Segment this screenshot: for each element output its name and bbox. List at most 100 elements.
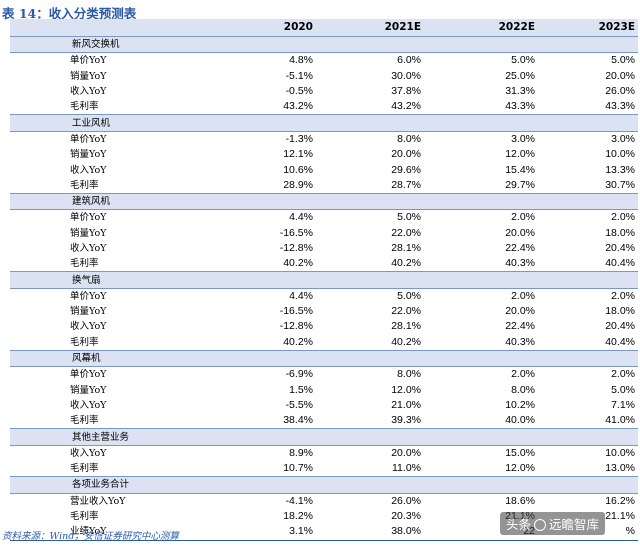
section-blank-cell: [424, 35, 538, 54]
value-cell: 28.1%: [391, 320, 421, 333]
value-cell: 40.3%: [505, 335, 535, 348]
table-row: 收入YoY 10.6% 29.6% 15.4% 13.3%: [10, 162, 638, 177]
value-cell: 4.4%: [289, 289, 313, 302]
value-cell: 20.4%: [605, 320, 635, 333]
row-label: 毛利率: [70, 179, 99, 191]
logo-circle-icon: [534, 519, 547, 531]
section-header-row: 新风交换机: [10, 35, 638, 54]
section-blank-cell: [142, 349, 316, 368]
section-blank-cell: [424, 192, 538, 211]
value-cell: 22.4%: [505, 242, 535, 254]
table-row: 单价YoY 4.8% 6.0% 5.0% 5.0%: [10, 53, 638, 69]
section-blank-cell: [316, 192, 424, 211]
value-cell: 15.4%: [505, 163, 535, 176]
value-cell: 20.0%: [391, 148, 421, 161]
section-header-row: 各项业务合计: [10, 476, 638, 494]
value-cell: 3.0%: [611, 132, 635, 145]
section-blank-cell: [316, 476, 424, 494]
section-blank-cell: [424, 349, 538, 368]
value-cell: -5.5%: [285, 398, 313, 411]
row-label: 单价YoY: [70, 212, 107, 224]
table-row: 销量YoY 12.1% 20.0% 12.0% 10.0%: [10, 147, 638, 162]
row-label: 毛利率: [70, 463, 99, 475]
row-label: 销量YoY: [70, 384, 107, 396]
value-cell: 39.3%: [391, 414, 421, 427]
row-label: 营业收入YoY: [70, 495, 126, 507]
watermark-prefix: 头条: [506, 517, 532, 532]
value-cell: 40.4%: [605, 257, 635, 270]
table-row: 单价YoY -1.3% 8.0% 3.0% 3.0%: [10, 131, 638, 147]
value-cell: 22.4%: [505, 320, 535, 333]
section-name: 各项业务合计: [10, 476, 142, 494]
table-row: 单价YoY 4.4% 5.0% 2.0% 2.0%: [10, 210, 638, 226]
value-cell: 13.3%: [605, 163, 635, 176]
value-cell: 10.6%: [283, 163, 313, 176]
value-cell: 20.0%: [605, 69, 635, 82]
section-blank-cell: [142, 114, 316, 132]
value-cell: 20.0%: [505, 226, 535, 239]
table-row: 毛利率 43.2% 43.2% 43.3% 43.3%: [10, 99, 638, 115]
section-blank-cell: [142, 192, 316, 211]
value-cell: 10.0%: [605, 446, 635, 459]
value-cell: 43.3%: [605, 100, 635, 113]
row-label: 收入YoY: [70, 86, 107, 98]
forecast-table: 2020 2021E 2022E 2023E 新风交换机 单价YoY 4.8% 6.0…: [10, 19, 638, 541]
header-year: 2021E: [316, 19, 424, 37]
section-header-row: 工业风机: [10, 114, 638, 132]
row-label: 收入YoY: [70, 399, 107, 411]
value-cell: 2.0%: [511, 289, 535, 302]
value-cell: -12.8%: [279, 320, 313, 333]
value-cell: 12.0%: [505, 148, 535, 161]
section-blank-cell: [424, 476, 538, 494]
section-blank-cell: [538, 192, 638, 211]
table-title: 表 14：收入分类预测表: [2, 6, 137, 21]
section-blank-cell: [316, 349, 424, 368]
table-row: 单价YoY 4.4% 5.0% 2.0% 2.0%: [10, 288, 638, 304]
header-year: 2022E: [424, 19, 538, 37]
value-cell: 43.2%: [391, 100, 421, 113]
value-cell: 40.2%: [391, 257, 421, 270]
value-cell: 20.3%: [391, 510, 421, 523]
table-row: 收入YoY -12.8% 28.1% 22.4% 20.4%: [10, 241, 638, 256]
value-cell: 7.1%: [611, 398, 635, 411]
section-name: 新风交换机: [10, 35, 142, 54]
section-blank-cell: [316, 428, 424, 446]
value-cell: 10.7%: [283, 462, 313, 475]
value-cell: 12.1%: [283, 148, 313, 161]
value-cell: 28.9%: [283, 178, 313, 191]
row-label: 收入YoY: [70, 447, 107, 459]
row-label: 毛利率: [70, 258, 99, 270]
value-cell: 28.1%: [391, 242, 421, 254]
value-cell: 5.0%: [397, 289, 421, 302]
value-cell: -16.5%: [279, 305, 313, 318]
watermark: 头条 远瞻智库: [500, 512, 606, 535]
value-cell: 10.2%: [505, 398, 535, 411]
value-cell: 20.0%: [391, 446, 421, 459]
value-cell: 3.1%: [142, 524, 316, 541]
value-cell: 30.7%: [605, 178, 635, 191]
section-blank-cell: [424, 271, 538, 289]
value-cell: 20.4%: [605, 242, 635, 254]
value-cell: 8.0%: [397, 132, 421, 145]
section-blank-cell: [316, 35, 424, 54]
table-row: 销量YoY -16.5% 22.0% 20.0% 18.0%: [10, 304, 638, 319]
section-header-row: 其他主营业务: [10, 428, 638, 446]
section-blank-cell: [538, 35, 638, 54]
section-blank-cell: [316, 271, 424, 289]
value-cell: 25.0%: [505, 69, 535, 82]
value-cell: 30.0%: [391, 69, 421, 82]
value-cell: 31.3%: [505, 85, 535, 98]
section-blank-cell: [538, 428, 638, 446]
section-name: 风幕机: [10, 349, 142, 368]
row-label: 毛利率: [70, 415, 99, 427]
value-cell: 2.0%: [511, 368, 535, 381]
section-blank-cell: [538, 271, 638, 289]
value-cell: -0.5%: [285, 85, 313, 98]
table-row: 毛利率 40.2% 40.2% 40.3% 40.4%: [10, 256, 638, 272]
value-cell: 13.0%: [605, 462, 635, 475]
value-cell: 2.0%: [611, 211, 635, 224]
value-cell: 2.0%: [511, 211, 535, 224]
table-row: 收入YoY -5.5% 21.0% 10.2% 7.1%: [10, 398, 638, 413]
value-cell: 8.0%: [511, 383, 535, 396]
row-label: 业绩YoY: [10, 524, 142, 541]
